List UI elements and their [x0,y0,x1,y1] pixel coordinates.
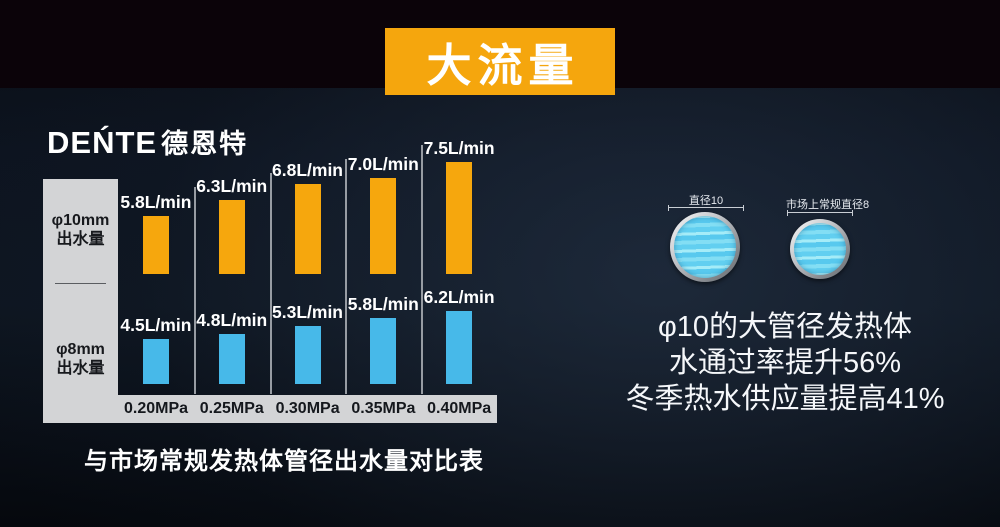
column-separator [421,145,424,394]
bar-phi8mm [446,311,473,384]
bar-phi10mm [218,200,245,274]
bar-value-label: 4.8L/min [196,310,268,330]
bar-phi8mm [218,334,245,384]
column-separator [193,187,196,394]
pipe-cross-section-10mm [670,212,740,282]
row-legend-divider [55,283,106,284]
bar-value-label: 5.8L/min [347,294,419,314]
bar-phi10mm [294,184,321,274]
chart-row-legend-panel: φ10mm 出水量 φ8mm 出水量 [43,179,118,423]
pipe-small-label: 市场上常规直径8 [786,199,870,211]
pipe-water-texture [794,223,846,275]
benefit-line-1: φ10的大管径发热体 [657,311,913,343]
pipe-water-texture [674,216,736,278]
title-banner: 大流量 [385,28,615,95]
chart-x-axis-band [43,395,497,423]
bar-value-label: 7.0L/min [347,154,419,174]
column-separator [345,159,348,394]
pipe-big-dimension-line [668,205,744,211]
row-legend-phi8: φ8mm 出水量 [56,341,105,377]
pipe-big-label: 直径10 [688,195,724,207]
bar-phi8mm [142,339,169,384]
pipe-cross-section-8mm [790,219,850,279]
benefit-text-block: φ10的大管径发热体 水通过率提升56% 冬季热水供应量提高41% [583,309,987,417]
brand-logo-latin: DEŃTE [47,125,158,160]
bar-value-label: 6.8L/min [272,160,343,180]
benefit-line-2: 水通过率提升56% [668,347,902,379]
bar-phi10mm [370,178,397,274]
bar-value-label: 6.2L/min [423,287,495,307]
bar-phi8mm [370,318,397,384]
row-legend-phi10: φ10mm 出水量 [51,212,110,248]
bar-value-label: 7.5L/min [423,138,495,158]
brand-logo: DEŃTE 德恩特 [47,122,248,161]
bar-value-label: 6.3L/min [196,176,268,196]
brand-logo-cjk: 德恩特 [161,129,249,159]
page-title: 大流量 [426,40,580,91]
column-separator [269,173,272,394]
bar-phi10mm [446,162,473,274]
bar-phi8mm [294,326,321,384]
benefit-line-3: 冬季热水供应量提高41% [625,383,945,415]
bar-value-label: 5.3L/min [272,302,343,322]
pipe-small-dimension-line [787,210,853,216]
chart-caption: 与市场常规发热体管径出水量对比表 [84,448,484,475]
bar-phi10mm [142,216,169,274]
